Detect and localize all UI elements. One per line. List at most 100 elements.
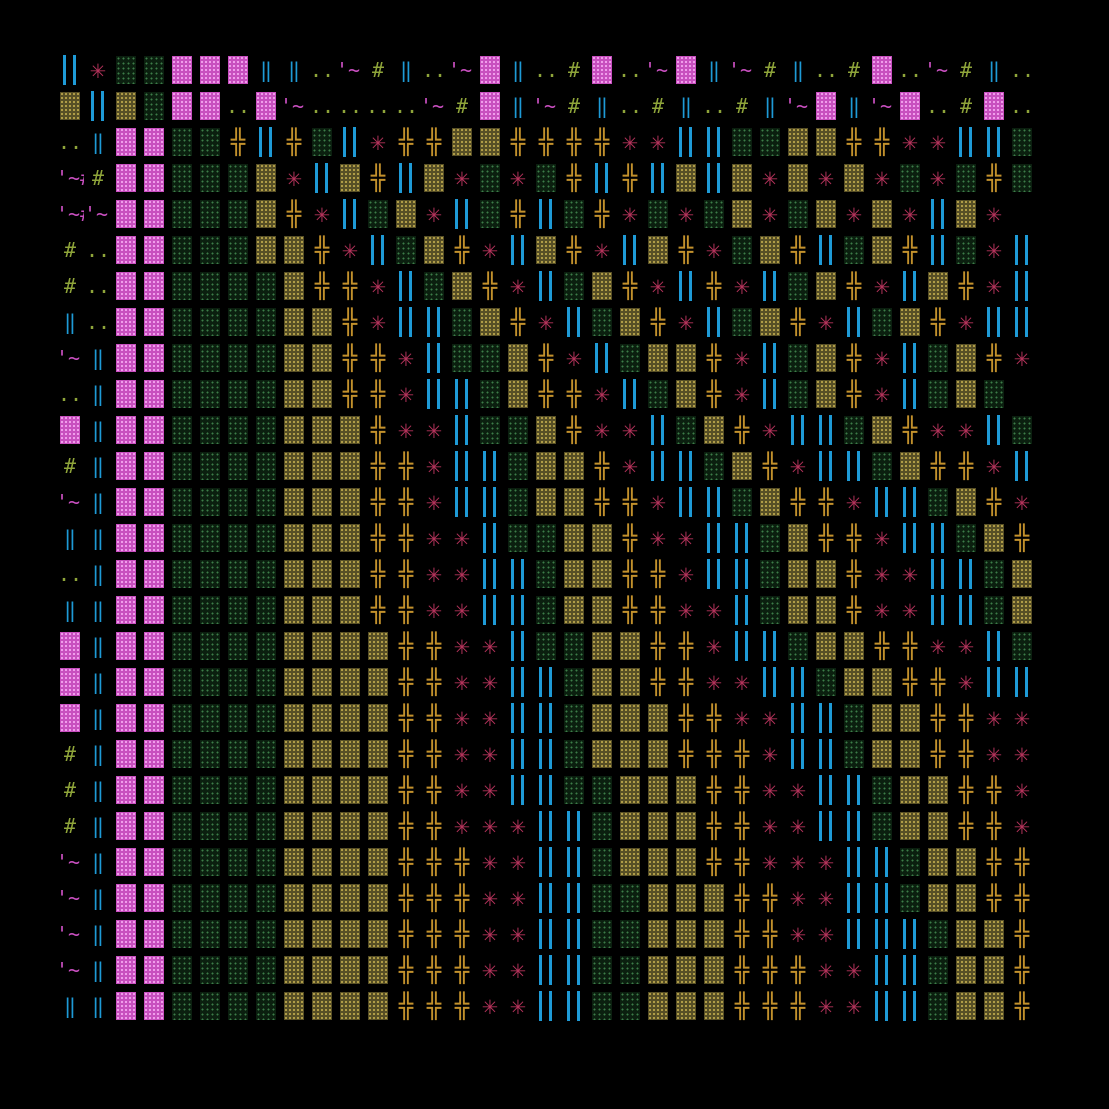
pink-block	[112, 808, 140, 844]
cross-glyph-text: ╬	[846, 272, 862, 300]
bars-glyph	[476, 592, 504, 628]
cross-glyph: ╬	[504, 196, 532, 232]
olive-block-fill	[872, 200, 892, 228]
olive-block	[280, 376, 308, 412]
green-block-fill	[480, 200, 500, 228]
olive-block-fill	[284, 740, 304, 768]
olive-block	[280, 628, 308, 664]
bars-glyph	[980, 304, 1008, 340]
dots-glyph: ..	[224, 88, 252, 124]
blue-bars	[840, 448, 868, 484]
cross-glyph-text: ╬	[846, 380, 862, 408]
cross-glyph-text: ╬	[510, 128, 526, 156]
cross-glyph: ╬	[728, 772, 756, 808]
blue-bars	[924, 592, 952, 628]
star-glyph: ✳	[868, 340, 896, 376]
olive-block-fill	[284, 272, 304, 300]
green-block	[1008, 124, 1036, 160]
blue-bars	[448, 484, 476, 520]
cross-glyph-text: ╬	[426, 704, 442, 732]
green-block-fill	[928, 992, 948, 1020]
olive-block-fill	[564, 488, 584, 516]
cross-glyph-text: ╬	[846, 560, 862, 588]
green-block-fill	[200, 632, 220, 660]
star-glyph-text: ✳	[566, 343, 582, 373]
star-glyph-text: ✳	[426, 415, 442, 445]
cross-glyph: ╬	[532, 124, 560, 160]
cross-glyph: ╬	[364, 520, 392, 556]
star-glyph-text: ✳	[90, 55, 106, 85]
green-block	[252, 664, 280, 700]
double-vertical-glyph-text: ‖	[511, 58, 525, 82]
green-block	[168, 232, 196, 268]
bars-glyph	[868, 952, 896, 988]
cross-glyph: ╬	[308, 268, 336, 304]
olive-block-fill	[284, 416, 304, 444]
star-glyph-text: ✳	[846, 955, 862, 985]
olive-block-fill	[956, 200, 976, 228]
cross-glyph-text: ╬	[566, 164, 582, 192]
bars-glyph	[336, 196, 364, 232]
green-block	[224, 808, 252, 844]
olive-block	[924, 772, 952, 808]
olive-block	[616, 772, 644, 808]
olive-block	[560, 556, 588, 592]
blue-bars	[392, 160, 420, 196]
cross-glyph: ╬	[924, 448, 952, 484]
star-glyph: ✳	[896, 196, 924, 232]
olive-block	[308, 952, 336, 988]
cross-glyph: ╬	[784, 232, 812, 268]
double-vertical-glyph-text: ‖	[595, 94, 609, 118]
green-block-fill	[116, 56, 136, 84]
star-glyph-text: ✳	[482, 631, 498, 661]
tilde-glyph: '~'	[448, 52, 476, 88]
pink-block-fill	[116, 884, 136, 912]
cross-glyph-text: ╬	[734, 848, 750, 876]
pink-block-fill	[144, 992, 164, 1020]
pink-block-fill	[144, 380, 164, 408]
green-block	[840, 736, 868, 772]
blue-bars	[784, 664, 812, 700]
cross-glyph-text: ╬	[398, 776, 414, 804]
star-glyph-text: ✳	[790, 451, 806, 481]
blue-bars	[1008, 304, 1036, 340]
bars-glyph	[532, 772, 560, 808]
olive-block	[364, 808, 392, 844]
star-glyph: ✳	[448, 700, 476, 736]
green-block	[168, 484, 196, 520]
cross-glyph: ╬	[1008, 988, 1036, 1024]
cross-glyph-text: ╬	[958, 704, 974, 732]
star-glyph: ✳	[1008, 808, 1036, 844]
bars-glyph	[672, 124, 700, 160]
star-glyph-text: ✳	[986, 271, 1002, 301]
pink-block-fill	[116, 308, 136, 336]
cross-glyph: ╬	[420, 880, 448, 916]
dots-glyph-text: ..	[57, 130, 83, 154]
pink-block-fill	[116, 488, 136, 516]
green-block-fill	[172, 272, 192, 300]
cross-glyph: ╬	[364, 484, 392, 520]
pink-block-fill	[116, 524, 136, 552]
pink-block	[140, 448, 168, 484]
star-glyph-text: ✳	[818, 991, 834, 1021]
green-block-fill	[144, 92, 164, 120]
olive-block	[868, 736, 896, 772]
cross-glyph: ╬	[420, 952, 448, 988]
bars-glyph	[336, 124, 364, 160]
double-vertical-glyph: ‖	[252, 52, 280, 88]
olive-block	[336, 412, 364, 448]
star-glyph: ✳	[784, 880, 812, 916]
cross-glyph: ╬	[700, 808, 728, 844]
star-glyph: ✳	[812, 844, 840, 880]
green-block-fill	[788, 200, 808, 228]
olive-block	[364, 736, 392, 772]
olive-block-fill	[704, 884, 724, 912]
green-block	[700, 448, 728, 484]
olive-block-fill	[284, 524, 304, 552]
pink-block	[812, 88, 840, 124]
pink-block-fill	[116, 812, 136, 840]
green-block	[588, 844, 616, 880]
cross-glyph-text: ╬	[426, 812, 442, 840]
star-glyph-text: ✳	[706, 667, 722, 697]
cross-glyph-text: ╬	[482, 272, 498, 300]
